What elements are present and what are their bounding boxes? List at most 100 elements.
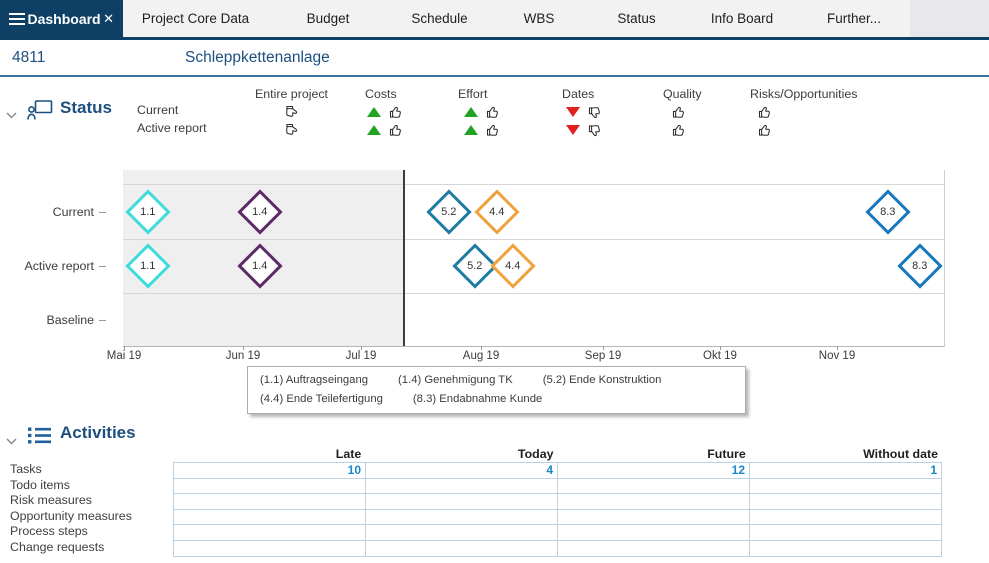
thumb-up-icon bbox=[388, 104, 405, 121]
status-indicator-current bbox=[255, 103, 328, 121]
activities-row-label-change-requests: Change requests bbox=[10, 539, 105, 554]
activities-cell-process-steps-late[interactable] bbox=[174, 525, 366, 540]
milestone-8.3[interactable]: 8.3 bbox=[865, 189, 911, 235]
activities-cell-change-requests-future[interactable] bbox=[558, 540, 750, 556]
activities-cell-risk-measures-without-date[interactable] bbox=[750, 494, 941, 509]
activities-cell-opportunity-measures-without-date[interactable] bbox=[750, 510, 941, 525]
thumb-neutral-icon bbox=[283, 104, 300, 121]
activities-row-label-risk-measures: Risk measures bbox=[10, 493, 92, 507]
status-indicator-active-report bbox=[365, 121, 405, 139]
timeline-axis: Mai 19 Jun 19 Jul 19 Aug 19 Sep 19 Okt 19 Nov … bbox=[107, 346, 944, 364]
status-col-costs: Costs bbox=[365, 87, 405, 139]
collapse-status-chevron-icon[interactable] bbox=[6, 106, 17, 124]
project-id: 4811 bbox=[12, 49, 46, 66]
trend-up-icon bbox=[464, 125, 478, 135]
activities-col-future: Future bbox=[707, 447, 746, 461]
activities-cell-process-steps-without-date[interactable] bbox=[750, 525, 941, 540]
milestone-4.4[interactable]: 4.4 bbox=[490, 243, 536, 289]
status-indicator-current bbox=[458, 103, 502, 121]
project-header: 4811 Schleppkettenanlage bbox=[0, 40, 989, 77]
axis-tick bbox=[481, 346, 482, 350]
thumb-up-icon bbox=[671, 104, 688, 121]
row-tick bbox=[99, 266, 106, 267]
menu-icon[interactable] bbox=[9, 12, 25, 25]
tab-wbs[interactable]: WBS bbox=[523, 11, 555, 26]
activities-cell-change-requests-today[interactable] bbox=[366, 540, 558, 556]
axis-month-label: Jun 19 bbox=[225, 350, 261, 362]
status-indicator-active-report bbox=[255, 121, 328, 139]
activities-row-todo-items bbox=[174, 478, 941, 494]
status-section-icon bbox=[27, 99, 53, 121]
thumb-up-icon bbox=[485, 122, 502, 139]
activities-cell-todo-items-future[interactable] bbox=[558, 478, 750, 493]
collapse-activities-chevron-icon[interactable] bbox=[6, 432, 17, 450]
tab-budget[interactable]: Budget bbox=[306, 11, 350, 26]
status-col-dates: Dates bbox=[562, 87, 604, 139]
milestone-8.3[interactable]: 8.3 bbox=[897, 243, 943, 289]
activities-cell-todo-items-late[interactable] bbox=[174, 478, 366, 493]
tab-project-core-data[interactable]: Project Core Data bbox=[141, 11, 250, 26]
milestone-label: 4.4 bbox=[489, 205, 505, 218]
legend-item-4-4: (4.4) Ende Teilefertigung bbox=[260, 393, 383, 405]
activities-cell-change-requests-without-date[interactable] bbox=[750, 541, 941, 557]
activities-cell-tasks-future[interactable]: 12 bbox=[558, 463, 750, 478]
activities-cell-risk-measures-future[interactable] bbox=[558, 494, 750, 509]
row-separator bbox=[123, 239, 944, 240]
thumb-up-icon bbox=[388, 122, 405, 139]
activities-cell-risk-measures-late[interactable] bbox=[174, 494, 366, 509]
activities-cell-opportunity-measures-future[interactable] bbox=[558, 509, 750, 524]
tab-info-board[interactable]: Info Board bbox=[710, 11, 774, 26]
status-indicator-active-report bbox=[663, 121, 702, 139]
milestone-label: 4.4 bbox=[505, 259, 521, 272]
thumb-down-icon bbox=[587, 122, 604, 139]
row-tick bbox=[99, 212, 106, 213]
activities-cell-risk-measures-today[interactable] bbox=[366, 494, 558, 509]
close-tab-icon[interactable]: ✕ bbox=[103, 10, 114, 26]
tab-schedule[interactable]: Schedule bbox=[411, 11, 468, 26]
status-col-header: Costs bbox=[365, 87, 397, 101]
activities-cell-todo-items-today[interactable] bbox=[366, 478, 558, 493]
activities-col-today: Today bbox=[517, 447, 554, 461]
activities-row-process-steps bbox=[174, 525, 941, 541]
tab-dashboard-active[interactable]: Dashboard ✕ bbox=[0, 0, 123, 37]
trend-down-icon bbox=[566, 125, 580, 135]
timeline-row-label-baseline: Baseline bbox=[0, 313, 106, 327]
milestone-4.4[interactable]: 4.4 bbox=[474, 189, 520, 235]
status-col-header: Effort bbox=[458, 87, 488, 101]
activities-cell-tasks-late[interactable]: 10 bbox=[174, 463, 366, 478]
axis-tick bbox=[603, 346, 604, 350]
tab-further[interactable]: Further... bbox=[826, 11, 882, 26]
activities-cell-tasks-without-date[interactable]: 1 bbox=[930, 463, 937, 477]
row-separator bbox=[123, 293, 944, 294]
timeline-row-label-current: Current bbox=[0, 205, 106, 219]
thumb-down-icon bbox=[587, 104, 604, 121]
activities-cell-opportunity-measures-late[interactable] bbox=[174, 509, 366, 524]
legend-item-1-4: (1.4) Genehmigung TK bbox=[398, 374, 513, 386]
status-indicator-active-report bbox=[750, 121, 857, 139]
axis-month-label: Aug 19 bbox=[462, 350, 500, 362]
activities-cell-process-steps-today[interactable] bbox=[366, 525, 558, 540]
axis-month-label: Jul 19 bbox=[345, 350, 377, 362]
tab-status[interactable]: Status bbox=[617, 11, 656, 26]
status-indicator-active-report bbox=[458, 121, 502, 139]
milestone-label: 1.4 bbox=[252, 259, 268, 272]
status-indicator-active-report bbox=[562, 121, 604, 139]
activities-cell-tasks-today[interactable]: 4 bbox=[366, 463, 558, 478]
milestone-5.2[interactable]: 5.2 bbox=[426, 189, 472, 235]
axis-tick bbox=[124, 346, 125, 350]
legend-item-5-2: (5.2) Ende Konstruktion bbox=[542, 374, 662, 386]
axis-tick bbox=[243, 346, 244, 350]
activities-cell-process-steps-future[interactable] bbox=[558, 525, 750, 540]
activities-cell-opportunity-measures-today[interactable] bbox=[366, 509, 558, 524]
status-col-header: Quality bbox=[663, 87, 702, 101]
status-col-risks-opportunities: Risks/Opportunities bbox=[750, 87, 857, 139]
axis-month-label: Okt 19 bbox=[703, 350, 737, 362]
activities-cell-todo-items-without-date[interactable] bbox=[750, 479, 941, 494]
activities-cell-change-requests-late[interactable] bbox=[174, 540, 366, 556]
activities-row-tasks: 10 4 12 1 bbox=[174, 463, 941, 479]
thumb-up-icon bbox=[757, 104, 774, 121]
today-marker-line bbox=[403, 170, 405, 346]
status-indicator-current bbox=[365, 103, 405, 121]
thumb-up-icon bbox=[757, 122, 774, 139]
activities-row-change-requests bbox=[174, 540, 941, 557]
